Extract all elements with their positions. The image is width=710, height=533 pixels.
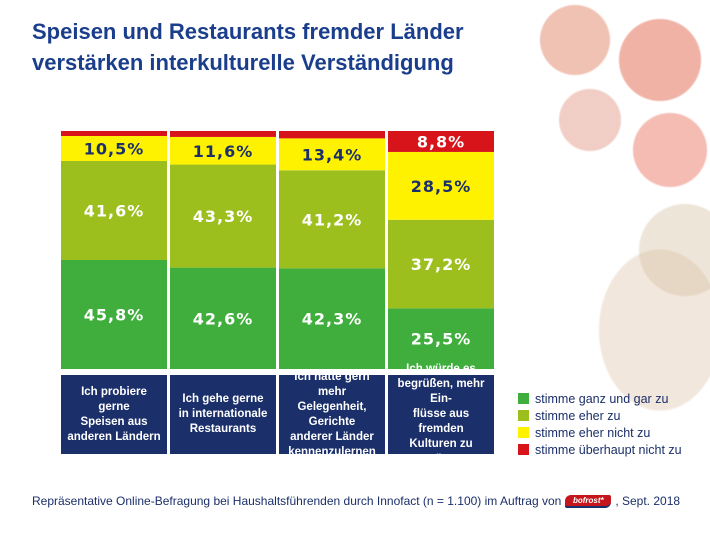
bar-segment [388, 219, 494, 309]
bar-segment [279, 170, 385, 269]
category-label: Ich würde es begrüßen, mehr Ein- flüsse … [388, 363, 494, 465]
category-label: Ich probiere gerne Speisen aus anderen L… [61, 375, 167, 454]
data-label: 11,6% [193, 142, 254, 161]
data-label: 41,2% [302, 210, 363, 229]
legend-item: stimme eher nicht zu [518, 424, 682, 441]
bar-segment [170, 131, 276, 137]
legend-label: stimme ganz und gar zu [535, 391, 669, 406]
legend-label: stimme eher zu [535, 408, 621, 423]
data-label: 37,2% [411, 255, 472, 274]
legend-swatch [518, 393, 529, 404]
data-label: 41,6% [84, 201, 145, 220]
legend-item: stimme eher zu [518, 407, 682, 424]
data-label: 42,6% [193, 309, 254, 328]
legend-label: stimme überhaupt nicht zu [535, 442, 682, 457]
bar-segment [279, 131, 385, 139]
data-label: 8,8% [417, 132, 465, 151]
legend-label: stimme eher nicht zu [535, 425, 651, 440]
bar-segment [61, 135, 167, 161]
bar-segment [170, 164, 276, 268]
footer-text: Repräsentative Online-Befragung bei Haus… [32, 494, 562, 508]
legend-swatch [518, 444, 529, 455]
footer-note: Repräsentative Online-Befragung bei Haus… [32, 494, 680, 508]
legend-swatch [518, 427, 529, 438]
bar-segment [61, 259, 167, 369]
bar-segment [170, 136, 276, 165]
bar-segment [388, 308, 494, 369]
data-label: 42,3% [302, 310, 363, 329]
bar-segment [388, 151, 494, 220]
bar-segment [61, 131, 167, 136]
bofrost-logo: bofrost* [565, 494, 612, 508]
data-label: 43,3% [193, 207, 254, 226]
category-label: Ich gehe gerne in internationale Restaur… [170, 375, 276, 454]
category-label: Ich hätte gern mehr Gelegenheit, Gericht… [279, 371, 385, 458]
chart-title: Speisen und Restaurants fremder Länder v… [32, 16, 464, 78]
legend: stimme ganz und gar zu stimme eher zu stim… [518, 390, 682, 458]
data-label: 13,4% [302, 145, 363, 164]
footer-date: , Sept. 2018 [615, 494, 681, 508]
legend-item: stimme ganz und gar zu [518, 390, 682, 407]
data-label: 28,5% [411, 177, 472, 196]
title-line-2: verstärken interkulturelle Verständigung [32, 50, 454, 75]
title-line-1: Speisen und Restaurants fremder Länder [32, 19, 464, 44]
bar-segment [170, 267, 276, 369]
data-label: 25,5% [411, 330, 472, 349]
bar-segment [279, 268, 385, 369]
bar-segment [279, 138, 385, 171]
bar-segment [388, 131, 494, 152]
data-label: 45,8% [84, 305, 145, 324]
legend-item: stimme überhaupt nicht zu [518, 441, 682, 458]
data-label: 10,5% [84, 139, 145, 158]
bar-segment [61, 160, 167, 260]
legend-swatch [518, 410, 529, 421]
